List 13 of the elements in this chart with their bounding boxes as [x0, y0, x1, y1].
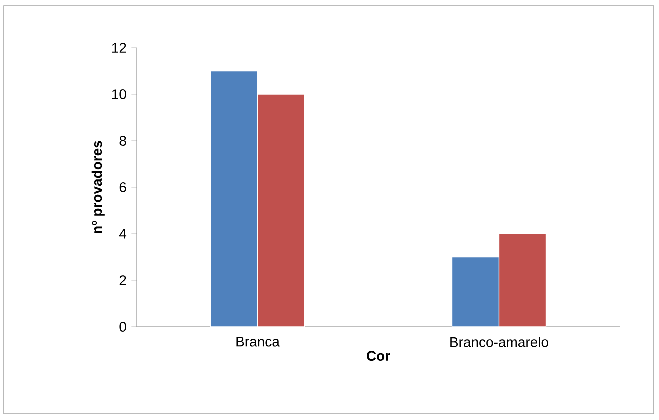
y-tick-label: 6: [120, 182, 126, 192]
x-axis-title: Cor: [367, 351, 390, 362]
y-tick-label: 8: [120, 136, 126, 146]
y-tick-label: 0: [120, 322, 126, 332]
y-tick-label: 4: [119, 229, 127, 239]
x-tick-label: Branco-amarelo: [450, 337, 548, 348]
bar: [210, 70, 258, 327]
x-tick-label: Branca: [236, 337, 280, 347]
y-tick-label: 10: [112, 90, 126, 100]
y-tick-label: 2: [120, 276, 126, 286]
bar: [452, 256, 500, 327]
y-axis-title: nº provadores: [92, 141, 105, 234]
y-tick-label: 12: [112, 43, 126, 53]
